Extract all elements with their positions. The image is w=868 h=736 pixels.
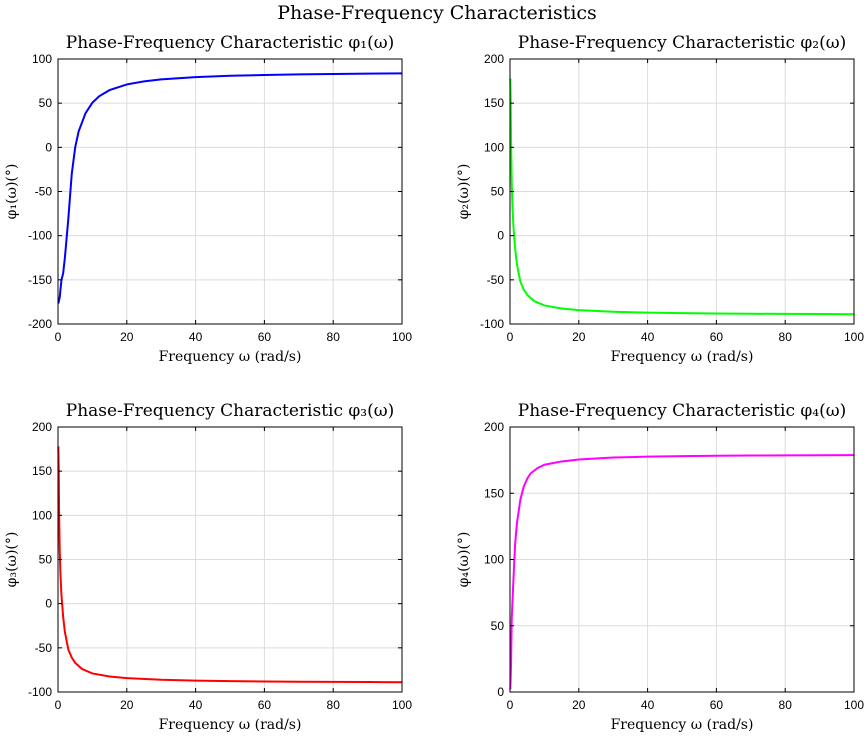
x-tick-label: 80 bbox=[779, 698, 793, 712]
subplot-title: Phase-Frequency Characteristic φ₄(ω) bbox=[518, 401, 847, 421]
y-tick-label: -50 bbox=[487, 273, 505, 287]
subplot-1: 0 20 40 60 80 100 -200 -150 -100 -50 0 50 100 Phase-F… bbox=[4, 33, 412, 365]
x-tick-label: 60 bbox=[710, 698, 724, 712]
y-tick-label: 150 bbox=[484, 96, 504, 110]
subplot-title: Phase-Frequency Characteristic φ₂(ω) bbox=[518, 33, 847, 53]
x-tick-label: 20 bbox=[572, 330, 586, 344]
y-tick-label: 50 bbox=[39, 96, 53, 110]
x-tick-label: 0 bbox=[55, 330, 62, 344]
x-tick-label: 80 bbox=[327, 330, 341, 344]
subplots-container: 0 20 40 60 80 100 -200 -150 -100 -50 0 50 100 Phase-F… bbox=[4, 33, 864, 733]
series-line bbox=[509, 454, 855, 690]
y-axis-label: φ₁(ω)(°) bbox=[4, 164, 20, 220]
y-tick-label: 100 bbox=[484, 553, 504, 567]
x-tick-label: 100 bbox=[844, 698, 864, 712]
y-axis-label: φ₂(ω)(°) bbox=[456, 164, 472, 220]
y-tick-label: 100 bbox=[484, 140, 504, 154]
subplot-4: 0 20 40 60 80 100 0 50 100 150 200 Phase-Frequency … bbox=[456, 401, 864, 733]
x-tick-label: 20 bbox=[572, 698, 586, 712]
subplot-title: Phase-Frequency Characteristic φ₁(ω) bbox=[66, 33, 395, 53]
x-axis-label: Frequency ω (rad/s) bbox=[611, 349, 754, 365]
y-tick-label: 0 bbox=[45, 140, 52, 154]
y-tick-label: 150 bbox=[32, 464, 52, 478]
y-axis-label: φ₃(ω)(°) bbox=[4, 532, 20, 588]
y-axis-label: φ₄(ω)(°) bbox=[456, 532, 472, 588]
subplot-title: Phase-Frequency Characteristic φ₃(ω) bbox=[66, 401, 395, 421]
figure-title: Phase-Frequency Characteristics bbox=[277, 2, 597, 24]
series-line bbox=[57, 446, 403, 684]
x-axis-label: Frequency ω (rad/s) bbox=[159, 349, 302, 365]
y-tick-label: 200 bbox=[484, 420, 504, 434]
y-tick-label: -50 bbox=[35, 641, 53, 655]
y-tick-label: -150 bbox=[28, 273, 52, 287]
x-tick-label: 60 bbox=[258, 330, 272, 344]
y-tick-label: 150 bbox=[484, 486, 504, 500]
x-tick-label: 40 bbox=[189, 330, 203, 344]
x-axis-label: Frequency ω (rad/s) bbox=[159, 717, 302, 733]
y-tick-label: -100 bbox=[28, 685, 52, 699]
x-tick-label: 0 bbox=[507, 698, 514, 712]
y-tick-label: 50 bbox=[491, 619, 505, 633]
y-tick-label: 50 bbox=[491, 185, 505, 199]
x-tick-label: 100 bbox=[392, 698, 412, 712]
y-tick-label: 50 bbox=[39, 553, 53, 567]
y-tick-label: 200 bbox=[32, 420, 52, 434]
y-tick-label: 0 bbox=[45, 597, 52, 611]
x-tick-label: 100 bbox=[392, 330, 412, 344]
x-axis-label: Frequency ω (rad/s) bbox=[611, 717, 754, 733]
x-tick-label: 0 bbox=[507, 330, 514, 344]
y-tick-label: -100 bbox=[480, 317, 504, 331]
y-tick-label: 0 bbox=[497, 685, 504, 699]
y-tick-label: 100 bbox=[32, 52, 52, 66]
y-tick-label: -50 bbox=[35, 185, 53, 199]
series-line bbox=[57, 72, 403, 304]
x-tick-label: 20 bbox=[120, 330, 134, 344]
y-tick-label: -200 bbox=[28, 317, 52, 331]
x-tick-label: 100 bbox=[844, 330, 864, 344]
y-tick-label: 200 bbox=[484, 52, 504, 66]
x-tick-label: 80 bbox=[779, 330, 793, 344]
x-tick-label: 0 bbox=[55, 698, 62, 712]
y-tick-label: -100 bbox=[28, 229, 52, 243]
series-line bbox=[509, 78, 855, 316]
subplot-2: 0 20 40 60 80 100 -100 -50 0 50 100 150 200 Phase-Fre… bbox=[456, 33, 864, 365]
y-tick-label: 100 bbox=[32, 508, 52, 522]
y-tick-label: 0 bbox=[497, 229, 504, 243]
x-tick-label: 60 bbox=[710, 330, 724, 344]
x-tick-label: 80 bbox=[327, 698, 341, 712]
x-tick-label: 40 bbox=[641, 698, 655, 712]
x-tick-label: 40 bbox=[641, 330, 655, 344]
x-tick-label: 40 bbox=[189, 698, 203, 712]
x-tick-label: 20 bbox=[120, 698, 134, 712]
x-tick-label: 60 bbox=[258, 698, 272, 712]
subplot-3: 0 20 40 60 80 100 -100 -50 0 50 100 150 200 Phase-Fre… bbox=[4, 401, 412, 733]
